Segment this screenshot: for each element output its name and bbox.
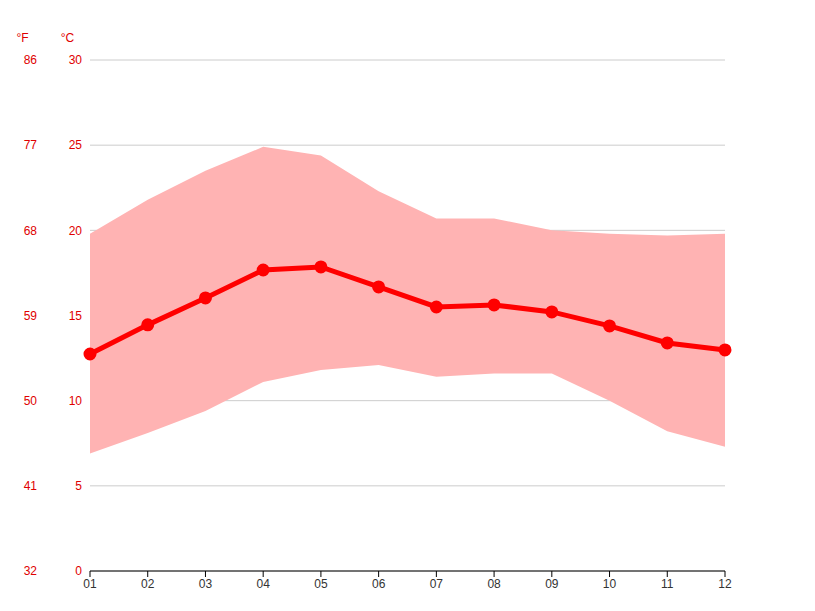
- svg-text:°F: °F: [16, 31, 28, 45]
- svg-text:20: 20: [69, 224, 83, 238]
- svg-text:41: 41: [24, 479, 38, 493]
- svg-text:32: 32: [24, 564, 38, 578]
- svg-text:06: 06: [372, 577, 386, 591]
- svg-text:25: 25: [69, 138, 83, 152]
- svg-text:50: 50: [24, 394, 38, 408]
- svg-text:02: 02: [141, 577, 155, 591]
- svg-text:09: 09: [545, 577, 559, 591]
- svg-text:30: 30: [69, 53, 83, 67]
- svg-text:08: 08: [487, 577, 501, 591]
- svg-text:°C: °C: [61, 31, 75, 45]
- svg-text:86: 86: [24, 53, 38, 67]
- svg-text:10: 10: [69, 394, 83, 408]
- svg-text:0: 0: [75, 564, 82, 578]
- svg-text:10: 10: [603, 577, 617, 591]
- svg-text:03: 03: [199, 577, 213, 591]
- svg-text:01: 01: [83, 577, 97, 591]
- svg-text:59: 59: [24, 309, 38, 323]
- svg-text:05: 05: [314, 577, 328, 591]
- svg-text:07: 07: [430, 577, 444, 591]
- svg-text:5: 5: [75, 479, 82, 493]
- svg-text:11: 11: [661, 577, 674, 591]
- svg-text:15: 15: [69, 309, 83, 323]
- svg-text:04: 04: [257, 577, 271, 591]
- svg-text:77: 77: [24, 138, 38, 152]
- svg-text:12: 12: [718, 577, 732, 591]
- svg-text:68: 68: [24, 224, 38, 238]
